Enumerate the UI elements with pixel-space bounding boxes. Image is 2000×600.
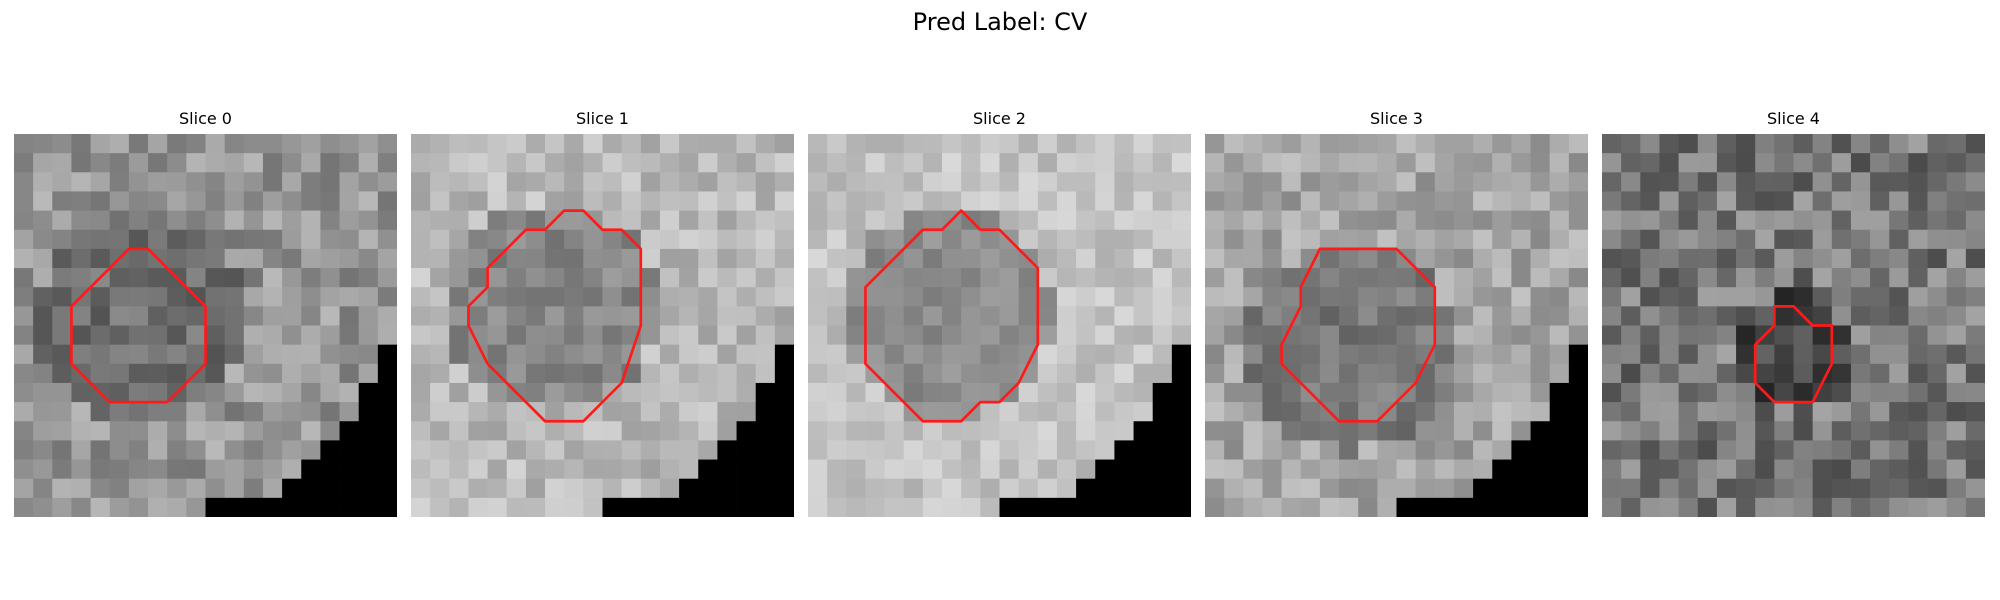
- slice-panel-4: Slice 4: [1602, 108, 1985, 517]
- pixel-grid: [1602, 134, 1985, 517]
- contour-outline: [1753, 305, 1834, 404]
- slice-title-2: Slice 2: [973, 109, 1026, 128]
- slice-image-4: [1602, 134, 1985, 517]
- slice-image-0: [14, 134, 397, 517]
- contour-outline: [864, 209, 1040, 423]
- contour-outline: [1280, 247, 1437, 423]
- slice-panel-1: Slice 1: [411, 108, 794, 517]
- slice-title-1: Slice 1: [576, 109, 629, 128]
- contour-outline: [70, 247, 207, 404]
- figure-title: Pred Label: CV: [912, 8, 1088, 36]
- slice-title-0: Slice 0: [179, 109, 232, 128]
- pixel-grid: [808, 134, 1191, 517]
- pixel-grid: [411, 134, 794, 517]
- slice-image-3: [1205, 134, 1588, 517]
- contour-outline: [467, 209, 643, 423]
- pixel-grid: [1205, 134, 1588, 517]
- slice-panel-3: Slice 3: [1205, 108, 1588, 517]
- slice-image-1: [411, 134, 794, 517]
- slice-panel-2: Slice 2: [808, 108, 1191, 517]
- slice-title-4: Slice 4: [1767, 109, 1820, 128]
- slice-panel-0: Slice 0: [14, 108, 397, 517]
- slice-title-3: Slice 3: [1370, 109, 1423, 128]
- pixel-grid: [14, 134, 397, 517]
- slice-image-2: [808, 134, 1191, 517]
